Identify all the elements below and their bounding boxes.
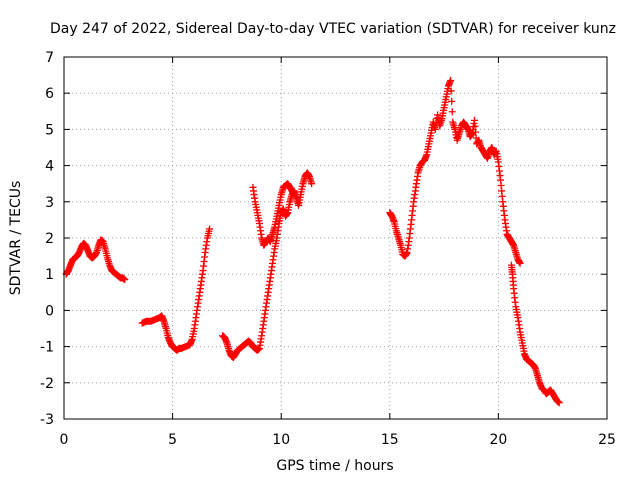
y-tick-label: 6 [45, 86, 54, 102]
y-tick-label: -1 [40, 340, 54, 356]
data-point-marker [555, 399, 563, 407]
x-tick-label: 15 [381, 432, 399, 448]
data-point-marker [290, 191, 298, 199]
data-point-marker [516, 259, 524, 267]
y-tick-label: 5 [45, 122, 54, 138]
chart-title: Day 247 of 2022, Sidereal Day-to-day VTE… [50, 21, 616, 37]
x-tick-label: 10 [272, 432, 290, 448]
grid-layer [64, 57, 607, 419]
plot-frame [63, 56, 608, 420]
x-tick-label: 25 [598, 432, 616, 448]
y-tick-label: 3 [45, 195, 54, 211]
series-segment-3b [249, 180, 298, 249]
y-axis-label: SDTVAR / TECUs [8, 181, 24, 296]
y-tick-label: 1 [45, 267, 54, 283]
axis-layer: 0 5 10 15 20 25 -3 -2 -1 0 1 2 3 4 5 6 7 [40, 50, 616, 448]
series-segment-3 [219, 169, 316, 361]
y-tick-label: 7 [45, 50, 54, 66]
y-tick-label: 0 [45, 303, 54, 319]
y-tick-label: 2 [45, 231, 54, 247]
data-point-marker [308, 180, 316, 188]
y-tick-label: -2 [40, 376, 54, 392]
data-point-marker [448, 97, 456, 105]
data-point-marker [121, 276, 129, 284]
x-tick-label: 0 [60, 432, 69, 448]
data-point-marker [471, 116, 479, 124]
series-segment-4 [386, 77, 524, 267]
data-layer [62, 77, 563, 407]
x-axis-label: GPS time / hours [276, 458, 393, 474]
series-segment-2 [138, 225, 214, 354]
x-tick-label: 20 [489, 432, 507, 448]
series-segment-1 [62, 236, 129, 284]
data-point-marker [447, 87, 455, 95]
data-point-marker [206, 225, 214, 233]
y-tick-label: 4 [45, 159, 54, 175]
data-point-marker [471, 122, 479, 130]
data-point-marker [472, 128, 480, 136]
x-tick-label: 5 [168, 432, 177, 448]
data-point-marker [448, 108, 456, 116]
series-segment-5 [507, 261, 563, 407]
y-tick-label: -3 [40, 412, 54, 428]
data-point-marker [447, 77, 455, 85]
